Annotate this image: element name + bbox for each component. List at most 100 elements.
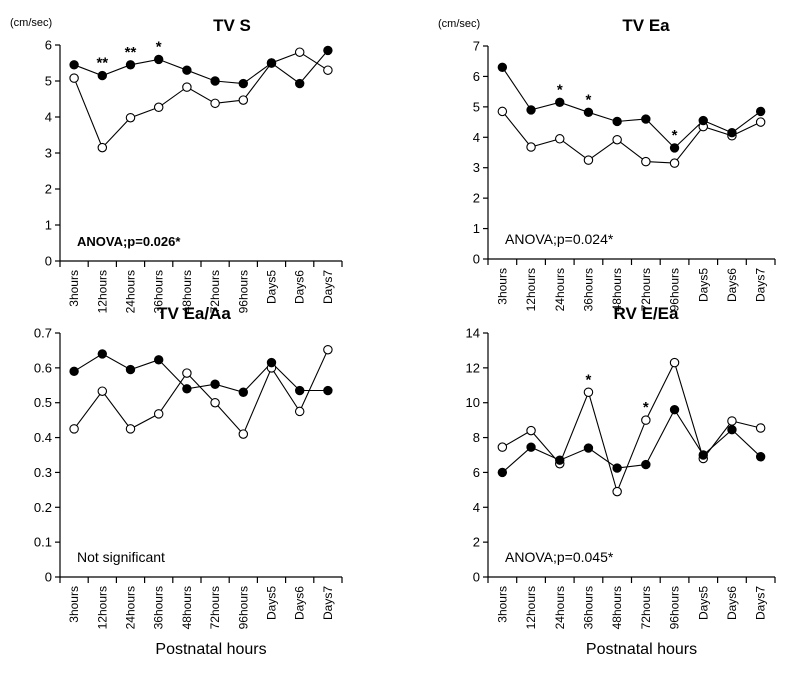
x-tick-label: 36hours (152, 270, 166, 313)
data-point-filled (727, 128, 737, 138)
x-tick-label: 96hours (668, 268, 682, 311)
data-point-open (182, 82, 192, 92)
y-tick-label: 10 (466, 395, 480, 410)
x-tick-label: 3hours (495, 586, 509, 623)
data-point-open (612, 134, 622, 145)
x-tick-label: 24hours (553, 586, 567, 629)
data-point-open (583, 155, 594, 165)
data-point-open (182, 368, 192, 378)
x-tick-label: 48hours (180, 586, 194, 629)
data-point-open (210, 98, 220, 109)
series-line-filled (73, 353, 328, 393)
y-tick-label: 3 (473, 160, 480, 175)
data-point-open (294, 47, 305, 57)
x-axis-label: Postnatal hours (155, 641, 266, 658)
x-tick-label: Days7 (754, 268, 768, 302)
data-point-filled (323, 45, 333, 56)
x-tick-label: 3hours (495, 268, 509, 305)
data-point-filled (125, 60, 136, 70)
data-point-open (69, 424, 79, 434)
x-tick-label: 48hours (610, 268, 624, 311)
y-tick-label: 0 (45, 254, 52, 269)
x-tick-label: Days7 (754, 586, 768, 620)
data-point-filled (669, 143, 680, 153)
data-point-filled (182, 65, 192, 75)
x-tick-label: 12hours (524, 586, 538, 629)
data-point-open (641, 415, 651, 425)
unit-label: (cm/sec) (438, 18, 480, 30)
significance-marker: * (586, 371, 592, 388)
y-tick-label: 2 (473, 191, 480, 206)
data-point-open (153, 409, 164, 419)
data-point-filled (210, 379, 220, 389)
data-point-filled (698, 115, 708, 126)
y-tick-label: 2 (45, 182, 52, 197)
data-point-filled (755, 452, 766, 462)
data-point-open (497, 106, 508, 117)
data-point-filled (612, 116, 622, 127)
data-point-open (97, 142, 108, 153)
y-tick-label: 4 (473, 130, 480, 145)
x-tick-label: 72hours (639, 586, 653, 629)
data-point-open (727, 416, 737, 426)
x-tick-label: 36hours (152, 586, 166, 629)
data-point-open (125, 112, 136, 123)
data-point-filled (97, 349, 108, 359)
data-point-open (69, 73, 79, 83)
y-tick-label: 0.4 (34, 430, 52, 445)
significance-marker: * (643, 399, 649, 416)
x-tick-label: 48hours (180, 270, 194, 313)
data-point-filled (583, 107, 594, 118)
data-point-open (323, 65, 333, 75)
data-point-filled (238, 387, 249, 397)
y-tick-label: 1 (45, 218, 52, 233)
x-tick-label: 36hours (581, 586, 595, 629)
x-tick-label: Days7 (321, 586, 335, 620)
data-point-filled (97, 70, 108, 81)
y-tick-label: 3 (45, 146, 52, 161)
panel-4: RV E/Ea 0 2 4 6 8 10 12 14 3hours 12hours 24hours 36… (466, 304, 776, 658)
y-tick-label: 5 (45, 74, 52, 89)
series-line-open (73, 51, 329, 149)
data-point-open (641, 156, 651, 167)
data-point-filled (125, 364, 136, 375)
data-point-open (669, 158, 680, 168)
series-line-open (502, 361, 761, 494)
x-tick-label: Days6 (725, 268, 739, 302)
stat-annotation: ANOVA;p=0.026* (77, 234, 181, 249)
data-point-filled (323, 385, 333, 396)
data-point-open (125, 424, 136, 434)
data-point-filled (698, 450, 708, 460)
unit-label: (cm/sec) (10, 17, 52, 29)
y-tick-label: 0.6 (34, 360, 52, 375)
data-point-open (755, 423, 766, 433)
data-point-open (554, 134, 565, 144)
chart-title: TV Ea (622, 16, 670, 35)
data-point-open (526, 142, 536, 152)
stat-annotation: ANOVA;p=0.045* (505, 549, 614, 565)
y-tick-label: 4 (473, 500, 480, 515)
x-tick-label: 12hours (524, 268, 538, 311)
x-tick-label: Days5 (696, 586, 710, 620)
data-point-filled (266, 357, 277, 368)
significance-marker: * (156, 38, 162, 55)
data-point-open (755, 117, 766, 127)
y-tick-label: 0.7 (34, 326, 52, 341)
chart-title: TV Ea/Aa (157, 304, 231, 323)
series-line-filled (502, 408, 761, 473)
x-tick-label: Days6 (293, 586, 307, 620)
panel-3: TV Ea/Aa 0 0.1 0.2 0.3 0.4 0.5 0.6 0.7 3hours 12ho… (34, 304, 343, 658)
data-point-open (238, 429, 249, 439)
y-tick-label: 0 (473, 570, 480, 585)
y-tick-label: 0 (473, 252, 480, 267)
chart-title: RV E/Ea (614, 304, 679, 323)
x-tick-label: 72hours (639, 268, 653, 311)
y-tick-label: 0.1 (34, 535, 52, 550)
data-point-open (497, 442, 508, 452)
series-line-filled (73, 50, 329, 85)
data-point-filled (238, 78, 249, 89)
x-tick-label: Days6 (293, 270, 307, 304)
significance-marker: * (672, 127, 678, 144)
x-tick-label: 72hours (208, 586, 222, 629)
data-point-open (526, 425, 536, 436)
